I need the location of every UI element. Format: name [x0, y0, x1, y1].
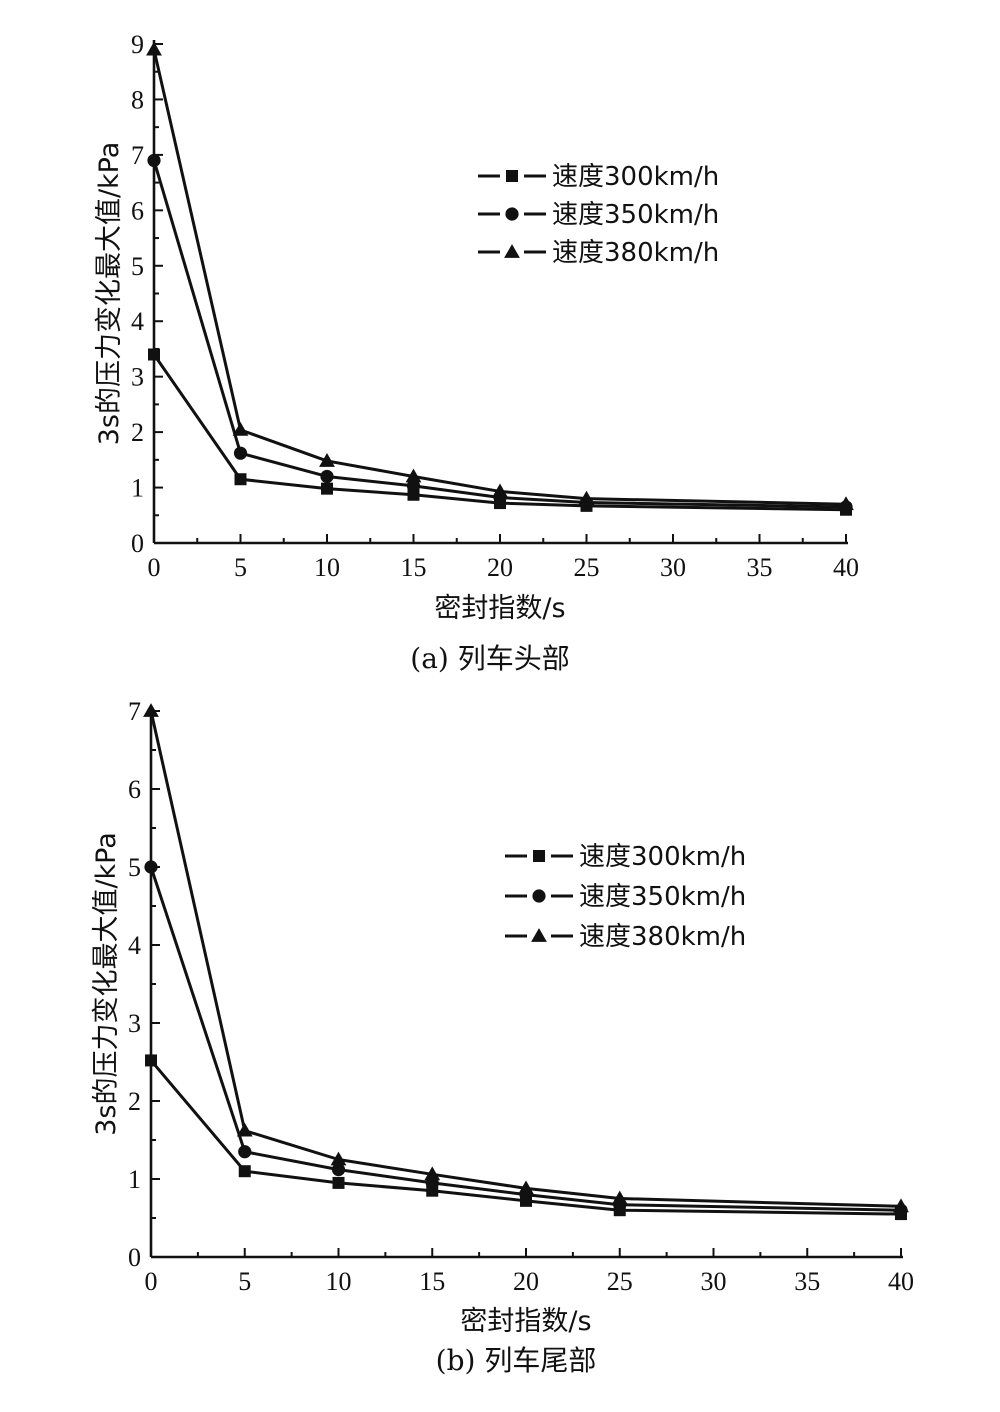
x-tick-label: 20 — [513, 1267, 539, 1296]
legend-marker-triangle — [531, 928, 547, 942]
data-point-triangle — [236, 1122, 253, 1137]
y-tick-label: 3 — [128, 1009, 141, 1038]
data-point-circle — [233, 446, 248, 460]
chart-b-train-tail: 0 5 10 15 20 25 30 35 40 0 1 2 3 4 5 6 7 密封指数/s 3s的压力变化最大值… — [91, 697, 914, 1377]
series-line-triangle — [152, 49, 847, 506]
data-point-triangle — [330, 1151, 347, 1166]
y-tick-label: 1 — [131, 474, 144, 503]
legend-marker-square — [506, 170, 518, 182]
data-point-square — [238, 1165, 251, 1178]
y-tick-label: 7 — [128, 697, 141, 726]
data-point-triangle — [838, 496, 854, 511]
x-tick-label: 40 — [888, 1267, 914, 1296]
data-point-triangle — [518, 1180, 534, 1195]
y-tick-label: 1 — [128, 1165, 141, 1194]
x-tick-label: 20 — [487, 553, 513, 582]
data-point-triangle — [424, 1166, 441, 1181]
y-tick-label: 8 — [131, 85, 144, 114]
data-point-triangle — [578, 490, 595, 505]
data-point-triangle — [319, 453, 335, 467]
x-tick-label: 40 — [833, 553, 859, 582]
data-point-triangle — [893, 1198, 909, 1213]
series-line-circle — [152, 160, 847, 509]
x-axis-title: 密封指数/s — [460, 1306, 591, 1337]
legend-label: 速度300km/h — [579, 842, 746, 872]
data-point-circle — [331, 1163, 346, 1177]
data-point-circle — [238, 1145, 252, 1159]
data-point-triangle — [146, 41, 162, 56]
legend-label: 速度350km/h — [579, 882, 746, 912]
data-point-square — [332, 1176, 345, 1189]
legend-marker-circle — [505, 207, 519, 221]
y-tick-label: 7 — [131, 141, 144, 170]
legend-label: 速度300km/h — [552, 162, 719, 192]
y-tick-label: 5 — [131, 252, 144, 281]
y-tick-label: 4 — [128, 931, 141, 960]
legend-marker-circle — [532, 889, 546, 903]
data-point-triangle — [611, 1190, 628, 1205]
data-point-circle — [320, 469, 334, 484]
x-tick-label: 5 — [234, 553, 247, 582]
x-tick-label: 30 — [701, 1267, 727, 1296]
y-tick-label: 4 — [131, 307, 144, 336]
legend-label: 速度350km/h — [552, 200, 719, 230]
series-line-triangle — [149, 710, 902, 1208]
data-point-square — [234, 473, 247, 486]
y-tick-label: 3 — [131, 363, 144, 392]
data-point-triangle — [405, 468, 422, 483]
x-tick-label: 10 — [314, 553, 340, 582]
legend-marker-square — [533, 850, 545, 862]
data-point-circle — [147, 153, 161, 168]
x-tick-label: 15 — [401, 553, 427, 582]
x-axis-title: 密封指数/s — [434, 593, 565, 624]
data-point-triangle — [232, 421, 249, 436]
data-point-square — [148, 348, 160, 361]
x-tick-label: 25 — [574, 553, 600, 582]
y-tick-label: 2 — [128, 1087, 141, 1116]
legend-marker-triangle — [504, 244, 520, 258]
chart-caption: (b) 列车尾部 — [436, 1344, 597, 1377]
chart-a-train-head: 0 5 10 15 20 25 30 35 40 0 1 2 3 4 5 6 7 8 9 密封指数/s 3s的压力变化最… — [94, 30, 859, 675]
y-tick-label: 0 — [128, 1243, 141, 1272]
data-point-triangle — [143, 703, 159, 717]
y-tick-label: 6 — [131, 196, 144, 225]
y-tick-label: 6 — [128, 775, 141, 804]
y-tick-label: 2 — [131, 418, 144, 447]
data-point-circle — [144, 860, 158, 874]
x-tick-label: 30 — [660, 553, 686, 582]
x-tick-label: 25 — [607, 1267, 633, 1296]
y-tick-label: 0 — [131, 529, 144, 558]
legend-label: 速度380km/h — [579, 922, 746, 952]
data-point-square — [321, 482, 333, 495]
series-line-circle — [149, 866, 902, 1212]
x-tick-label: 0 — [148, 553, 161, 582]
x-tick-label: 5 — [238, 1267, 251, 1296]
data-point-square — [145, 1054, 157, 1067]
x-tick-label: 15 — [419, 1267, 445, 1296]
data-point-circle — [406, 479, 421, 493]
x-tick-label: 35 — [747, 553, 773, 582]
legend-label: 速度380km/h — [552, 238, 719, 268]
y-axis-title: 3s的压力变化最大值/kPa — [91, 832, 122, 1136]
x-tick-label: 35 — [794, 1267, 820, 1296]
chart-caption: (a) 列车头部 — [410, 642, 569, 675]
y-tick-label: 5 — [128, 853, 141, 882]
data-point-triangle — [492, 483, 508, 498]
x-tick-label: 10 — [326, 1267, 352, 1296]
y-axis-title: 3s的压力变化最大值/kPa — [94, 142, 125, 446]
y-tick-label: 9 — [131, 30, 144, 59]
x-tick-label: 0 — [145, 1267, 158, 1296]
